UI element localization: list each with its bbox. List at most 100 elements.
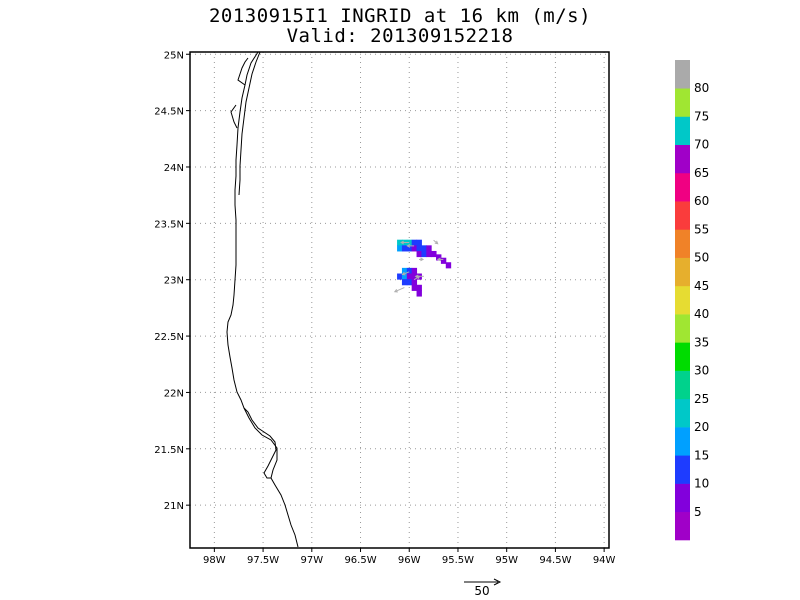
lat-tick-label: 22.5N [154, 332, 184, 343]
wind-cell [421, 250, 427, 258]
wind-cell [401, 279, 408, 286]
lat-tick-label: 21.5N [154, 445, 184, 456]
colorbar-swatch [675, 398, 690, 428]
colorbar-swatch [675, 511, 690, 541]
colorbar-label: 25 [694, 392, 709, 406]
colorbar-label: 10 [694, 477, 709, 491]
wind-cell [411, 284, 418, 291]
wind-cell [445, 262, 452, 269]
colorbar-labels: 5 10 15 20 25 30 35 40 45 50 55 60 65 70 75 80 [694, 81, 709, 519]
coastline-path [226, 51, 299, 548]
wind-vector [413, 275, 421, 281]
lon-tick-label: 97W [300, 555, 323, 566]
wind-cell [416, 239, 422, 246]
colorbar-swatch [675, 285, 690, 315]
wind-vector [406, 244, 415, 248]
colorbar-swatch [675, 483, 690, 513]
colorbar-label: 75 [694, 109, 709, 123]
colorbar-swatch [675, 172, 690, 202]
wind-cell [421, 245, 427, 252]
colorbar-label: 15 [694, 448, 709, 462]
wind-cell [397, 239, 403, 246]
colorbar-label: 40 [694, 307, 709, 321]
longitude-tick-labels: 98W 97.5W 97W 96.5W 96W 95.5W 95W 94.5W 94W [203, 548, 616, 566]
coast-inlet-south [243, 407, 277, 479]
wind-cell [416, 245, 422, 252]
coastline [226, 51, 299, 548]
wind-cell [401, 245, 408, 252]
wind-cell [416, 284, 422, 291]
lon-tick-label: 96.5W [344, 555, 376, 566]
wind-vector [433, 239, 439, 245]
colorbar-label: 30 [694, 364, 709, 378]
lon-tick-label: 98W [203, 555, 226, 566]
wind-cell [431, 250, 437, 258]
colorbar-label: 35 [694, 335, 709, 349]
wind-vector [436, 257, 444, 262]
coast-inlet-north [237, 57, 249, 86]
valid-time: Valid: 201309152218 [286, 25, 514, 47]
colorbar-swatch [675, 257, 690, 287]
reference-vector-label: 50 [474, 584, 490, 598]
wind-field [397, 239, 452, 297]
colorbar-label: 45 [694, 279, 709, 293]
lon-tick-label: 97.5W [247, 555, 279, 566]
wind-cell [397, 273, 403, 280]
wind-vector [400, 240, 410, 245]
lat-tick-label: 21N [164, 501, 184, 512]
wind-cell [416, 250, 422, 258]
wind-cell [397, 245, 403, 252]
lat-tick-label: 23.5N [154, 219, 184, 230]
lat-tick-label: 24.5N [154, 107, 184, 118]
barrier-island-path [238, 51, 261, 196]
wind-vector [418, 257, 425, 262]
colorbar-swatch [675, 88, 690, 117]
colorbar-swatch [675, 342, 690, 371]
colorbar-label: 80 [694, 81, 709, 95]
latitude-tick-labels: 25N 24.5N 24N 23.5N 23N 22.5N 22N 21.5N 21N [154, 50, 190, 512]
colorbar-swatch [675, 201, 690, 230]
wind-cell [406, 245, 413, 252]
lat-tick-label: 24N [164, 163, 184, 174]
colorbar-label: 50 [694, 251, 709, 265]
wind-vector [393, 287, 405, 293]
wind-cell [401, 273, 408, 280]
lon-tick-label: 94W [593, 555, 616, 566]
wind-cell [426, 245, 432, 252]
plot-title: 20130915I1 INGRID at 16 km (m/s) [208, 5, 592, 27]
wind-cell [411, 245, 418, 252]
colorbar-swatch [675, 314, 690, 343]
colorbar-swatch [675, 144, 690, 174]
wind-cell [406, 239, 413, 246]
grid-lines [190, 52, 609, 548]
wind-vectors [393, 239, 444, 293]
lon-tick-label: 95.5W [442, 555, 474, 566]
wind-cell [406, 267, 413, 275]
wind-cell [411, 279, 418, 286]
wind-cell [440, 257, 447, 264]
colorbar-label: 20 [694, 420, 709, 434]
lon-tick-label: 96W [398, 555, 421, 566]
lat-tick-label: 23N [164, 276, 184, 287]
wind-cell [411, 239, 418, 246]
wind-cell [406, 273, 413, 280]
wind-cell [401, 267, 408, 275]
lon-tick-label: 95W [495, 555, 518, 566]
lat-tick-label: 25N [164, 50, 184, 61]
wind-cell [436, 254, 442, 261]
wind-cell [426, 250, 432, 258]
colorbar-swatch [675, 427, 690, 456]
colorbar-label: 70 [694, 138, 709, 152]
wind-cell [406, 279, 413, 286]
wind-cell [416, 290, 422, 297]
coast-inlet-mid [230, 104, 238, 129]
colorbar-swatch [675, 229, 690, 258]
colorbar [675, 60, 690, 541]
colorbar-swatch [675, 116, 690, 146]
colorbar-label: 65 [694, 166, 709, 180]
map-frame [189, 51, 610, 549]
colorbar-label: 5 [694, 505, 702, 519]
wind-cell [411, 273, 418, 280]
wind-cell [411, 267, 418, 275]
